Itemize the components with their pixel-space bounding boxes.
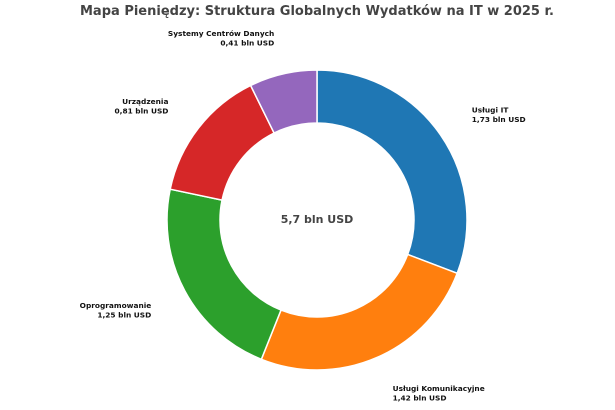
slice-name-4: Urządzenia [122, 97, 168, 106]
slice-value-3: 1,25 bln USD [97, 310, 151, 319]
slice-label-4: Urządzenia 0,81 bln USD [115, 97, 169, 116]
slice-value-1: 1,73 bln USD [472, 115, 526, 124]
slice-3 [166, 188, 282, 361]
slice-label-2: Usługi Komunikacyjne 1,42 bln USD [393, 384, 485, 403]
slice-value-5: 0,41 bln USD [220, 38, 274, 47]
slice-label-1: Usługi IT 1,73 bln USD [472, 105, 526, 124]
slice-name-3: Oprogramowanie [80, 301, 152, 310]
slice-value-2: 1,42 bln USD [393, 394, 447, 403]
slice-1 [316, 69, 468, 275]
slice-name-2: Usługi Komunikacyjne [393, 384, 485, 393]
slice-labels: Usługi IT 1,73 bln USD Usługi Komunikacyjn… [80, 29, 526, 403]
slice-value-4: 0,81 bln USD [115, 106, 169, 115]
center-total-label: 5,7 bln USD [281, 213, 354, 226]
slice-5 [249, 69, 318, 135]
slice-name-1: Usługi IT [472, 105, 509, 114]
slice-2 [260, 253, 459, 371]
chart-title: Mapa Pieniędzy: Struktura Globalnych Wyd… [80, 4, 554, 19]
slice-label-3: Oprogramowanie 1,25 bln USD [80, 301, 152, 320]
slice-name-5: Systemy Centrów Danych [168, 29, 274, 38]
slice-label-5: Systemy Centrów Danych 0,41 bln USD [168, 29, 274, 48]
donut-slices [166, 69, 468, 371]
